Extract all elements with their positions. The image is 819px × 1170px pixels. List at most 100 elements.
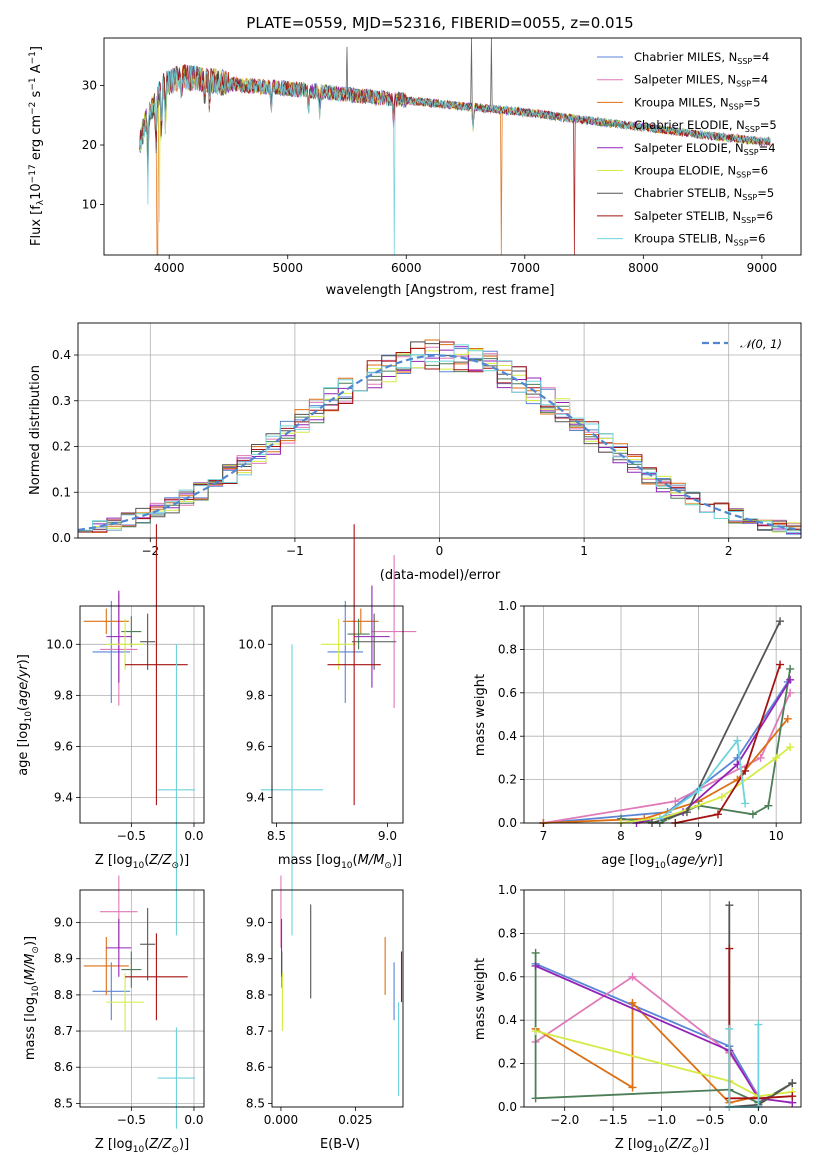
weight-age-line-salpeter-stelib	[675, 664, 781, 824]
age-z-ytick: 9.6	[54, 739, 73, 753]
spectrum-line-kroupa-stelib	[139, 64, 771, 256]
weight-age-marker-chabrier-stelib	[776, 617, 785, 626]
weight-z-marker-kroupa-stelib	[754, 1020, 763, 1029]
weight-z-marker-kroupa-stelib	[725, 1024, 734, 1033]
weight-z-xlabel: Z [log10(Z/Z⊙)]	[615, 1137, 709, 1155]
age-vs-z-panel: −0.5 0.0 9.4 9.6 9.8 10.0	[46, 524, 205, 936]
weight-age-line-kroupa-miles	[543, 718, 789, 824]
weight-age-marker-salpeter-elodie	[786, 675, 795, 684]
age-z-ytick: 9.4	[54, 790, 73, 804]
age-mass-xtick: 9.0	[378, 829, 397, 843]
spectrum-xtick: 8000	[628, 261, 659, 275]
weight-z-ytick: 1.0	[498, 883, 517, 897]
age-z-xtick: 0.0	[184, 829, 203, 843]
mass-vs-z-panel: −0.5 0.0 8.5 8.6 8.7 8.8 8.9 9.0	[54, 875, 205, 1129]
weight-z-marker-chabrier-stelib	[725, 901, 734, 910]
residual-xtick: −1	[286, 544, 304, 558]
legend-label-salpeter-miles: Salpeter MILES, NSSP=4	[634, 73, 768, 89]
mass-ebv-xtick: 0.000	[264, 1113, 298, 1127]
legend-label-chabrier-stelib: Chabrier STELIB, NSSP=5	[634, 186, 774, 202]
weight-z-ylabel: mass weight	[473, 958, 488, 1040]
normal-legend-label: 𝒩(0, 1)	[740, 337, 782, 351]
age-mass-xtick: 8.5	[267, 829, 286, 843]
weight-age-ylabel: mass weight	[473, 674, 488, 756]
mass-ebv-ytick: 9.0	[246, 916, 265, 930]
weight-z-ytick: 0.2	[498, 1057, 517, 1071]
weight-z-line-salpeter-stelib	[728, 948, 793, 1100]
weight-z-ytick: 0.0	[498, 1100, 517, 1114]
weight-age-ytick: 0.6	[498, 686, 517, 700]
weight-z-marker-salpeter-elodie	[531, 961, 540, 970]
weight-vs-age-panel: 7 8 9 10 0.0 0.2 0.4 0.6 0.8 1.0	[498, 599, 802, 843]
weight-vs-z-panel: −2.0 −1.5 −1.0 −0.5 0.0 0.0 0.2 0.4 0.6 0.8 1.0	[498, 883, 802, 1127]
spectrum-panel: PLATE=0559, MJD=52316, FIBERID=0055, z=0…	[28, 14, 802, 298]
weight-z-line-salpeter-miles	[535, 975, 760, 1097]
spectrum-xtick: 4000	[154, 261, 185, 275]
weight-z-marker-chabrier-stelib	[788, 1079, 797, 1088]
spectrum-line-chabrier-stelib	[139, 37, 771, 172]
weight-age-marker-kroupa-stelib	[655, 814, 664, 823]
weight-z-xtick: −1.0	[647, 1113, 676, 1127]
spectrum-xtick: 6000	[391, 261, 422, 275]
mass-vs-ebv-panel: 0.000 0.025 8.5 8.6 8.7 8.8 8.9 9.0	[246, 875, 404, 1127]
weight-age-line-salpeter-miles	[543, 692, 791, 824]
mass-z-xtick: −0.5	[117, 1113, 146, 1127]
age-mass-ytick: 9.8	[246, 688, 265, 702]
legend-label-salpeter-elodie: Salpeter ELODIE, NSSP=4	[634, 141, 776, 157]
weight-age-ytick: 1.0	[498, 599, 517, 613]
weight-age-marker-chabrier-elodie	[748, 810, 757, 819]
spectrum-legend: Chabrier MILES, NSSP=4 Salpeter MILES, NS…	[597, 50, 777, 248]
age-z-ytick: 10.0	[46, 637, 73, 651]
weight-age-marker-kroupa-stelib	[741, 799, 750, 808]
weight-age-marker-salpeter-stelib	[776, 660, 785, 669]
mass-z-ytick: 8.7	[54, 1024, 73, 1038]
mass-ebv-ytick: 8.8	[246, 988, 265, 1002]
legend-label-salpeter-stelib: Salpeter STELIB, NSSP=6	[634, 209, 773, 225]
residual-xtick: 2	[725, 544, 733, 558]
weight-age-marker-kroupa-stelib	[694, 786, 703, 795]
weight-age-marker-salpeter-miles	[756, 753, 765, 762]
mass-z-xtick: 0.0	[184, 1113, 203, 1127]
spectrum-xtick: 7000	[510, 261, 541, 275]
weight-z-xtick: 0.0	[749, 1113, 768, 1127]
mass-z-ytick: 9.0	[54, 916, 73, 930]
mass-ebv-ytick: 8.9	[246, 952, 265, 966]
weight-age-xtick: 10	[769, 829, 784, 843]
histogram-kroupa-stelib	[78, 344, 801, 533]
weight-age-marker-chabrier-elodie	[764, 801, 773, 810]
weight-age-ytick: 0.4	[498, 729, 517, 743]
residual-xtick: 1	[580, 544, 588, 558]
residual-ytick: 0.1	[52, 485, 71, 499]
legend-label-chabrier-miles: Chabrier MILES, NSSP=4	[634, 50, 769, 66]
mass-ebv-ytick: 8.6	[246, 1060, 265, 1074]
weight-z-marker-chabrier-elodie	[531, 948, 540, 957]
age-z-xtick: −0.5	[117, 829, 146, 843]
spectrum-ytick: 10	[82, 197, 97, 211]
weight-age-marker-kroupa-stelib	[733, 736, 742, 745]
residual-ytick: 0.4	[52, 348, 71, 362]
weight-age-xlabel: age [log10(age/yr)]	[601, 853, 723, 871]
weight-z-marker-chabrier-elodie	[531, 1094, 540, 1103]
mass-z-ytick: 8.9	[54, 952, 73, 966]
age-mass-xlabel: mass [log10(M/M⊙)]	[278, 853, 402, 871]
residual-xlabel: (data-model)/error	[380, 568, 501, 583]
weight-z-xtick: −2.0	[550, 1113, 579, 1127]
spectrum-ylabel: Flux [fλ10−17 erg cm−2 s−1 A−1]	[28, 46, 46, 246]
age-z-ylabel: age [log10(age/yr)]	[16, 654, 34, 776]
legend-label-kroupa-miles: Kroupa MILES, NSSP=5	[634, 95, 761, 111]
spectrum-xtick: 5000	[272, 261, 303, 275]
age-mass-ytick: 10.0	[238, 637, 265, 651]
weight-age-marker-kroupa-elodie	[786, 743, 795, 752]
mass-z-ytick: 8.8	[54, 988, 73, 1002]
mass-z-xlabel: Z [log10(Z/Z⊙)]	[95, 1137, 189, 1155]
mass-z-ytick: 8.5	[54, 1096, 73, 1110]
normal-curve	[77, 354, 802, 532]
spectrum-ytick: 30	[82, 79, 97, 93]
weight-z-line-salpeter-elodie	[535, 965, 793, 1104]
spectrum-xlabel: wavelength [Angstrom, rest frame]	[326, 283, 555, 298]
spectrum-title: PLATE=0559, MJD=52316, FIBERID=0055, z=0…	[246, 14, 633, 32]
weight-age-marker-salpeter-miles	[786, 688, 795, 697]
weight-z-xtick: −1.5	[599, 1113, 628, 1127]
weight-z-xtick: −0.5	[695, 1113, 724, 1127]
